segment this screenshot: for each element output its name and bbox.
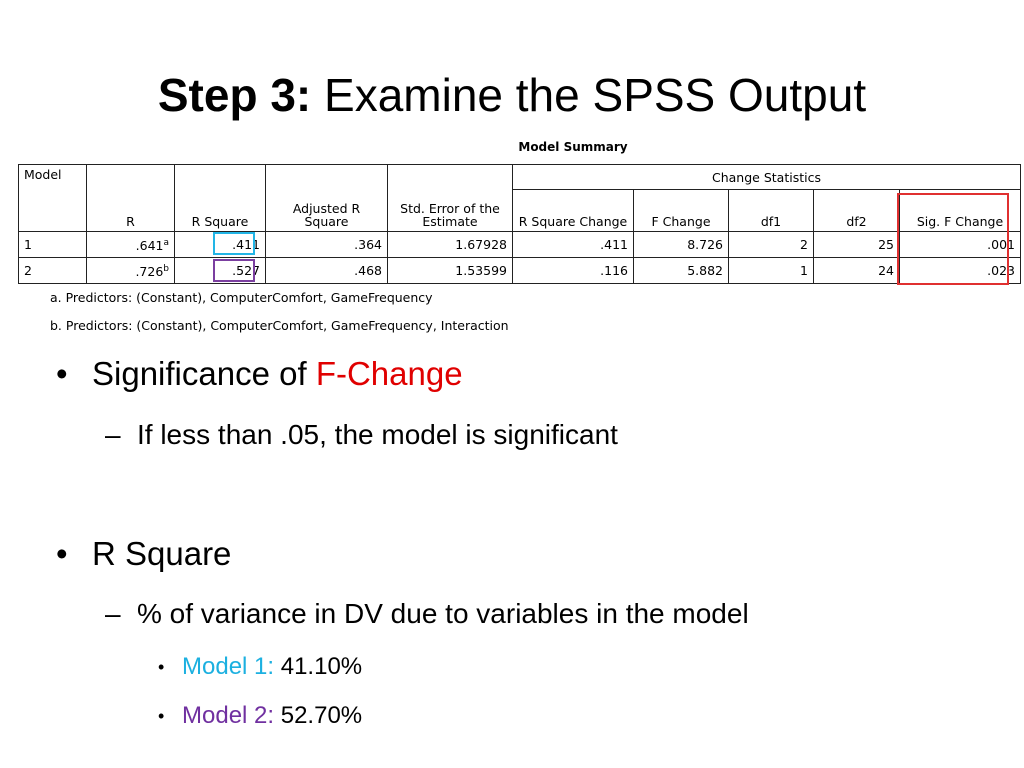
slide-title: Step 3: Examine the SPSS Output	[0, 68, 1024, 122]
cell-value: .726	[135, 264, 164, 280]
data-cell: 2	[18, 257, 87, 284]
data-cell: 1	[728, 257, 814, 284]
sub-sub-bullet: Model 1: 41.10%	[158, 653, 363, 681]
header-cell: Std. Error of the Estimate	[387, 164, 513, 232]
row-note: a	[163, 237, 169, 248]
cell-value: 5.882	[687, 263, 723, 278]
item-value: 41.10%	[280, 653, 363, 680]
cell-value: 25	[878, 237, 894, 252]
data-cell: .411	[512, 231, 634, 258]
cell-value: 24	[878, 263, 894, 278]
data-cell: .364	[265, 231, 388, 258]
highlight-box	[897, 193, 1009, 285]
data-cell: 5.882	[633, 257, 729, 284]
data-cell: 1.53599	[387, 257, 513, 284]
header-cell: df2	[813, 189, 900, 232]
cell-value: 2	[800, 237, 808, 252]
data-cell: .001	[899, 231, 1021, 258]
data-cell: 24	[813, 257, 900, 284]
data-cell: .726b	[86, 257, 175, 284]
data-row: 1.641a .411.364 1.67928.411 8.726 2 25.001	[18, 231, 1021, 258]
data-row: 2.726b .527.468 1.53599.116 5.882 1 24.023	[18, 257, 1021, 284]
header-cell: F Change	[633, 189, 729, 232]
cell-value: .468	[354, 263, 382, 278]
data-cell: 8.726	[633, 231, 729, 258]
item-label: Model 1:	[182, 653, 275, 680]
cell-value: .411	[600, 237, 628, 252]
header-row: Model R R Square Adjusted R Square Std. Erro…	[18, 164, 1021, 232]
cell-value: 1	[800, 263, 808, 278]
row-note: b	[163, 263, 169, 274]
header-cell: df1	[728, 189, 814, 232]
data-cell: .641a	[86, 231, 175, 258]
highlight-box	[213, 259, 255, 282]
data-cell: .527	[174, 257, 266, 284]
cell-value: .116	[600, 263, 628, 278]
data-cell: 1	[18, 231, 87, 258]
table-caption: Model Summary	[518, 140, 628, 154]
title-rest: Examine the SPSS Output	[324, 69, 867, 121]
sub-bullet: % of variance in DV due to variables in …	[105, 598, 749, 630]
cell-value: 2	[24, 263, 32, 278]
group-header: Change Statistics	[512, 164, 1021, 190]
sub-bullet: If less than .05, the model is significa…	[105, 419, 618, 451]
data-cell: 25	[813, 231, 900, 258]
data-cell: 1.67928	[387, 231, 513, 258]
cell-value: 8.726	[687, 237, 723, 252]
data-cell: .023	[899, 257, 1021, 284]
bullet-text: Significance of	[92, 355, 316, 392]
data-cell: 2	[728, 231, 814, 258]
highlight-box	[213, 232, 255, 255]
cell-value: 1.67928	[455, 237, 507, 252]
title-bold: Step 3:	[157, 69, 312, 121]
header-cell: R Square Change	[512, 189, 634, 232]
sub-sub-bullet: Model 2: 52.70%	[158, 702, 363, 730]
bullet-highlight: F-Change	[315, 355, 463, 392]
header-cell: Adjusted R Square	[265, 164, 388, 232]
data-cell: .468	[265, 257, 388, 284]
bullet: Significance of F-Change	[56, 355, 463, 393]
cell-value: .641	[135, 238, 164, 254]
data-cell: .116	[512, 257, 634, 284]
header-cell: Model	[18, 164, 87, 232]
cell-value: .364	[354, 237, 382, 252]
footnote: b. Predictors: (Constant), ComputerComfo…	[50, 318, 509, 333]
header-cell: R	[86, 164, 175, 232]
cell-value: 1.53599	[455, 263, 507, 278]
header-cell: R Square	[174, 164, 266, 232]
item-value: 52.70%	[280, 702, 363, 729]
cell-value: 1	[24, 237, 32, 252]
header-row: R Square Change F Change df1 df2 Sig. F Chan…	[19, 189, 1021, 232]
header-cell: Sig. F Change	[899, 189, 1021, 232]
model-summary-table: Model R R Square Adjusted R Square Std. Erro…	[18, 164, 1021, 284]
footnote: a. Predictors: (Constant), ComputerComfo…	[50, 290, 433, 305]
bullet: R Square	[56, 535, 232, 573]
item-label: Model 2:	[182, 702, 275, 729]
